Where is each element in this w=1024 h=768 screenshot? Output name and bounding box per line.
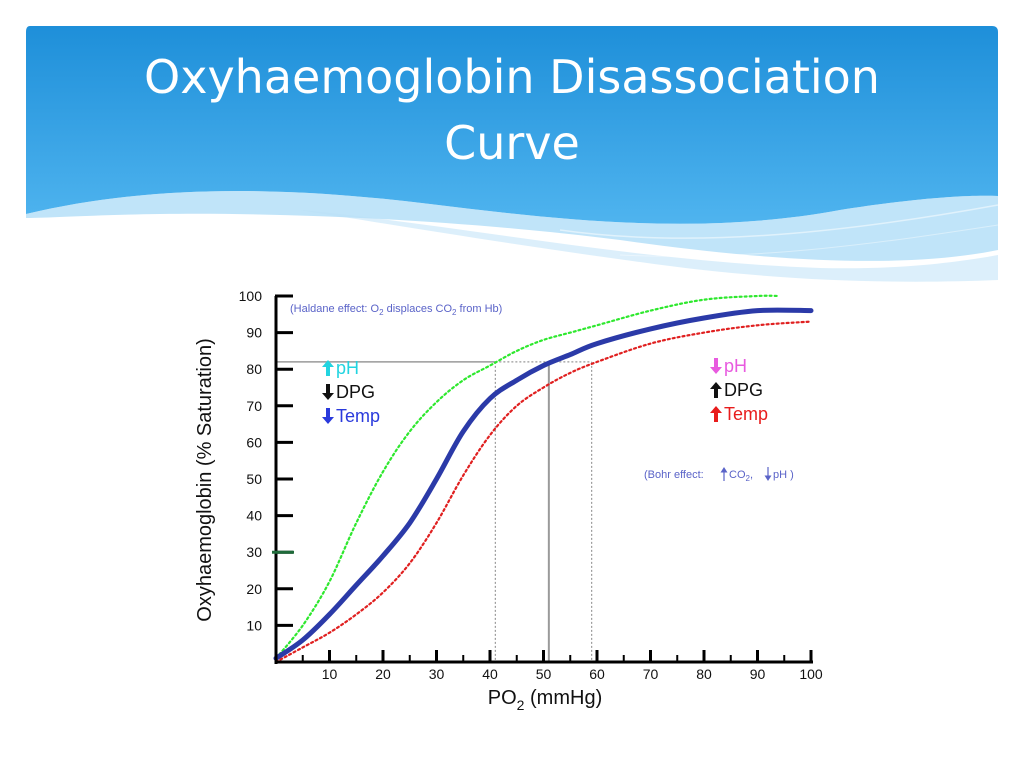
bohr-suffix: pH )	[773, 469, 794, 481]
series-curve-1	[274, 294, 780, 660]
x-axis-title-main: PO	[488, 687, 517, 709]
bohr-prefix: (Bohr effect:	[644, 469, 704, 481]
haldane-sub-1: 2	[379, 308, 384, 317]
x-tick-label-40: 40	[482, 666, 498, 682]
y-tick-label-70: 70	[246, 398, 262, 414]
bohr-co: CO	[729, 469, 746, 481]
x-tick-label-30: 30	[429, 666, 445, 682]
bohr-effect-note: (Bohr effect: CO2, pH )	[644, 467, 794, 483]
x-axis-title: PO2 (mmHg)	[488, 687, 602, 713]
haldane-suffix: from Hb)	[456, 303, 502, 315]
y-tick-label-40: 40	[246, 508, 262, 524]
bohr-down-arrow-icon	[764, 467, 772, 481]
x-tick-label-50: 50	[536, 666, 552, 682]
up-arrow-icon	[322, 360, 334, 376]
slide-title-line-1: Oxyhaemoglobin Disassociation	[144, 50, 880, 104]
y-tick-label-100: 100	[239, 288, 263, 304]
effect-label-dpg: DPG	[724, 380, 763, 400]
left-shift-effects: pH DPG Temp	[322, 358, 380, 426]
x-tick-label-100: 100	[799, 666, 823, 682]
down-arrow-icon	[322, 384, 334, 400]
x-tick-label-70: 70	[643, 666, 659, 682]
up-arrow-icon	[710, 382, 722, 398]
y-tick-label-90: 90	[246, 325, 262, 341]
y-tick-label-30: 30	[246, 544, 262, 560]
y-tick-label-80: 80	[246, 361, 262, 377]
x-tick-label-80: 80	[696, 666, 712, 682]
y-tick-label-20: 20	[246, 581, 262, 597]
x-axis-title-sub: 2	[517, 697, 525, 713]
slide-title: Oxyhaemoglobin Disassociation Curve	[24, 44, 1000, 176]
slide-header-background	[26, 26, 999, 282]
x-axis-title-unit: (mmHg)	[524, 687, 602, 709]
haldane-mid: displaces CO	[384, 303, 453, 315]
haldane-sub-2: 2	[452, 308, 457, 317]
bohr-comma: ,	[750, 469, 753, 481]
effect-label-dpg: DPG	[336, 382, 375, 402]
haldane-effect-note: (Haldane effect: O2 displaces CO2 from H…	[290, 303, 502, 317]
x-tick-label-10: 10	[322, 666, 338, 682]
x-tick-label-20: 20	[375, 666, 391, 682]
series-curve-3	[274, 320, 813, 664]
down-arrow-icon	[322, 408, 334, 424]
effect-label-temp: Temp	[724, 404, 768, 424]
right-shift-effects: pH DPG Temp	[710, 356, 768, 424]
up-arrow-icon	[710, 406, 722, 422]
effect-label-ph: pH	[336, 358, 359, 378]
effect-label-ph: pH	[724, 356, 747, 376]
series-curve-2	[273, 307, 814, 661]
y-tick-label-50: 50	[246, 471, 262, 487]
y-tick-label-10: 10	[246, 617, 262, 633]
y-axis-title: Oxyhaemoglobin (% Saturation)	[194, 338, 216, 621]
haldane-prefix: (Haldane effect: O	[290, 303, 380, 315]
down-arrow-icon	[710, 358, 722, 374]
bohr-up-arrow-icon	[720, 467, 728, 481]
y-tick-label-60: 60	[246, 434, 262, 450]
effect-label-temp: Temp	[336, 406, 380, 426]
x-tick-label-60: 60	[589, 666, 605, 682]
slide-title-line-2: Curve	[444, 116, 580, 170]
svg-text:CO2,: CO2,	[729, 469, 753, 483]
x-tick-label-90: 90	[750, 666, 766, 682]
bohr-sub: 2	[746, 474, 751, 483]
